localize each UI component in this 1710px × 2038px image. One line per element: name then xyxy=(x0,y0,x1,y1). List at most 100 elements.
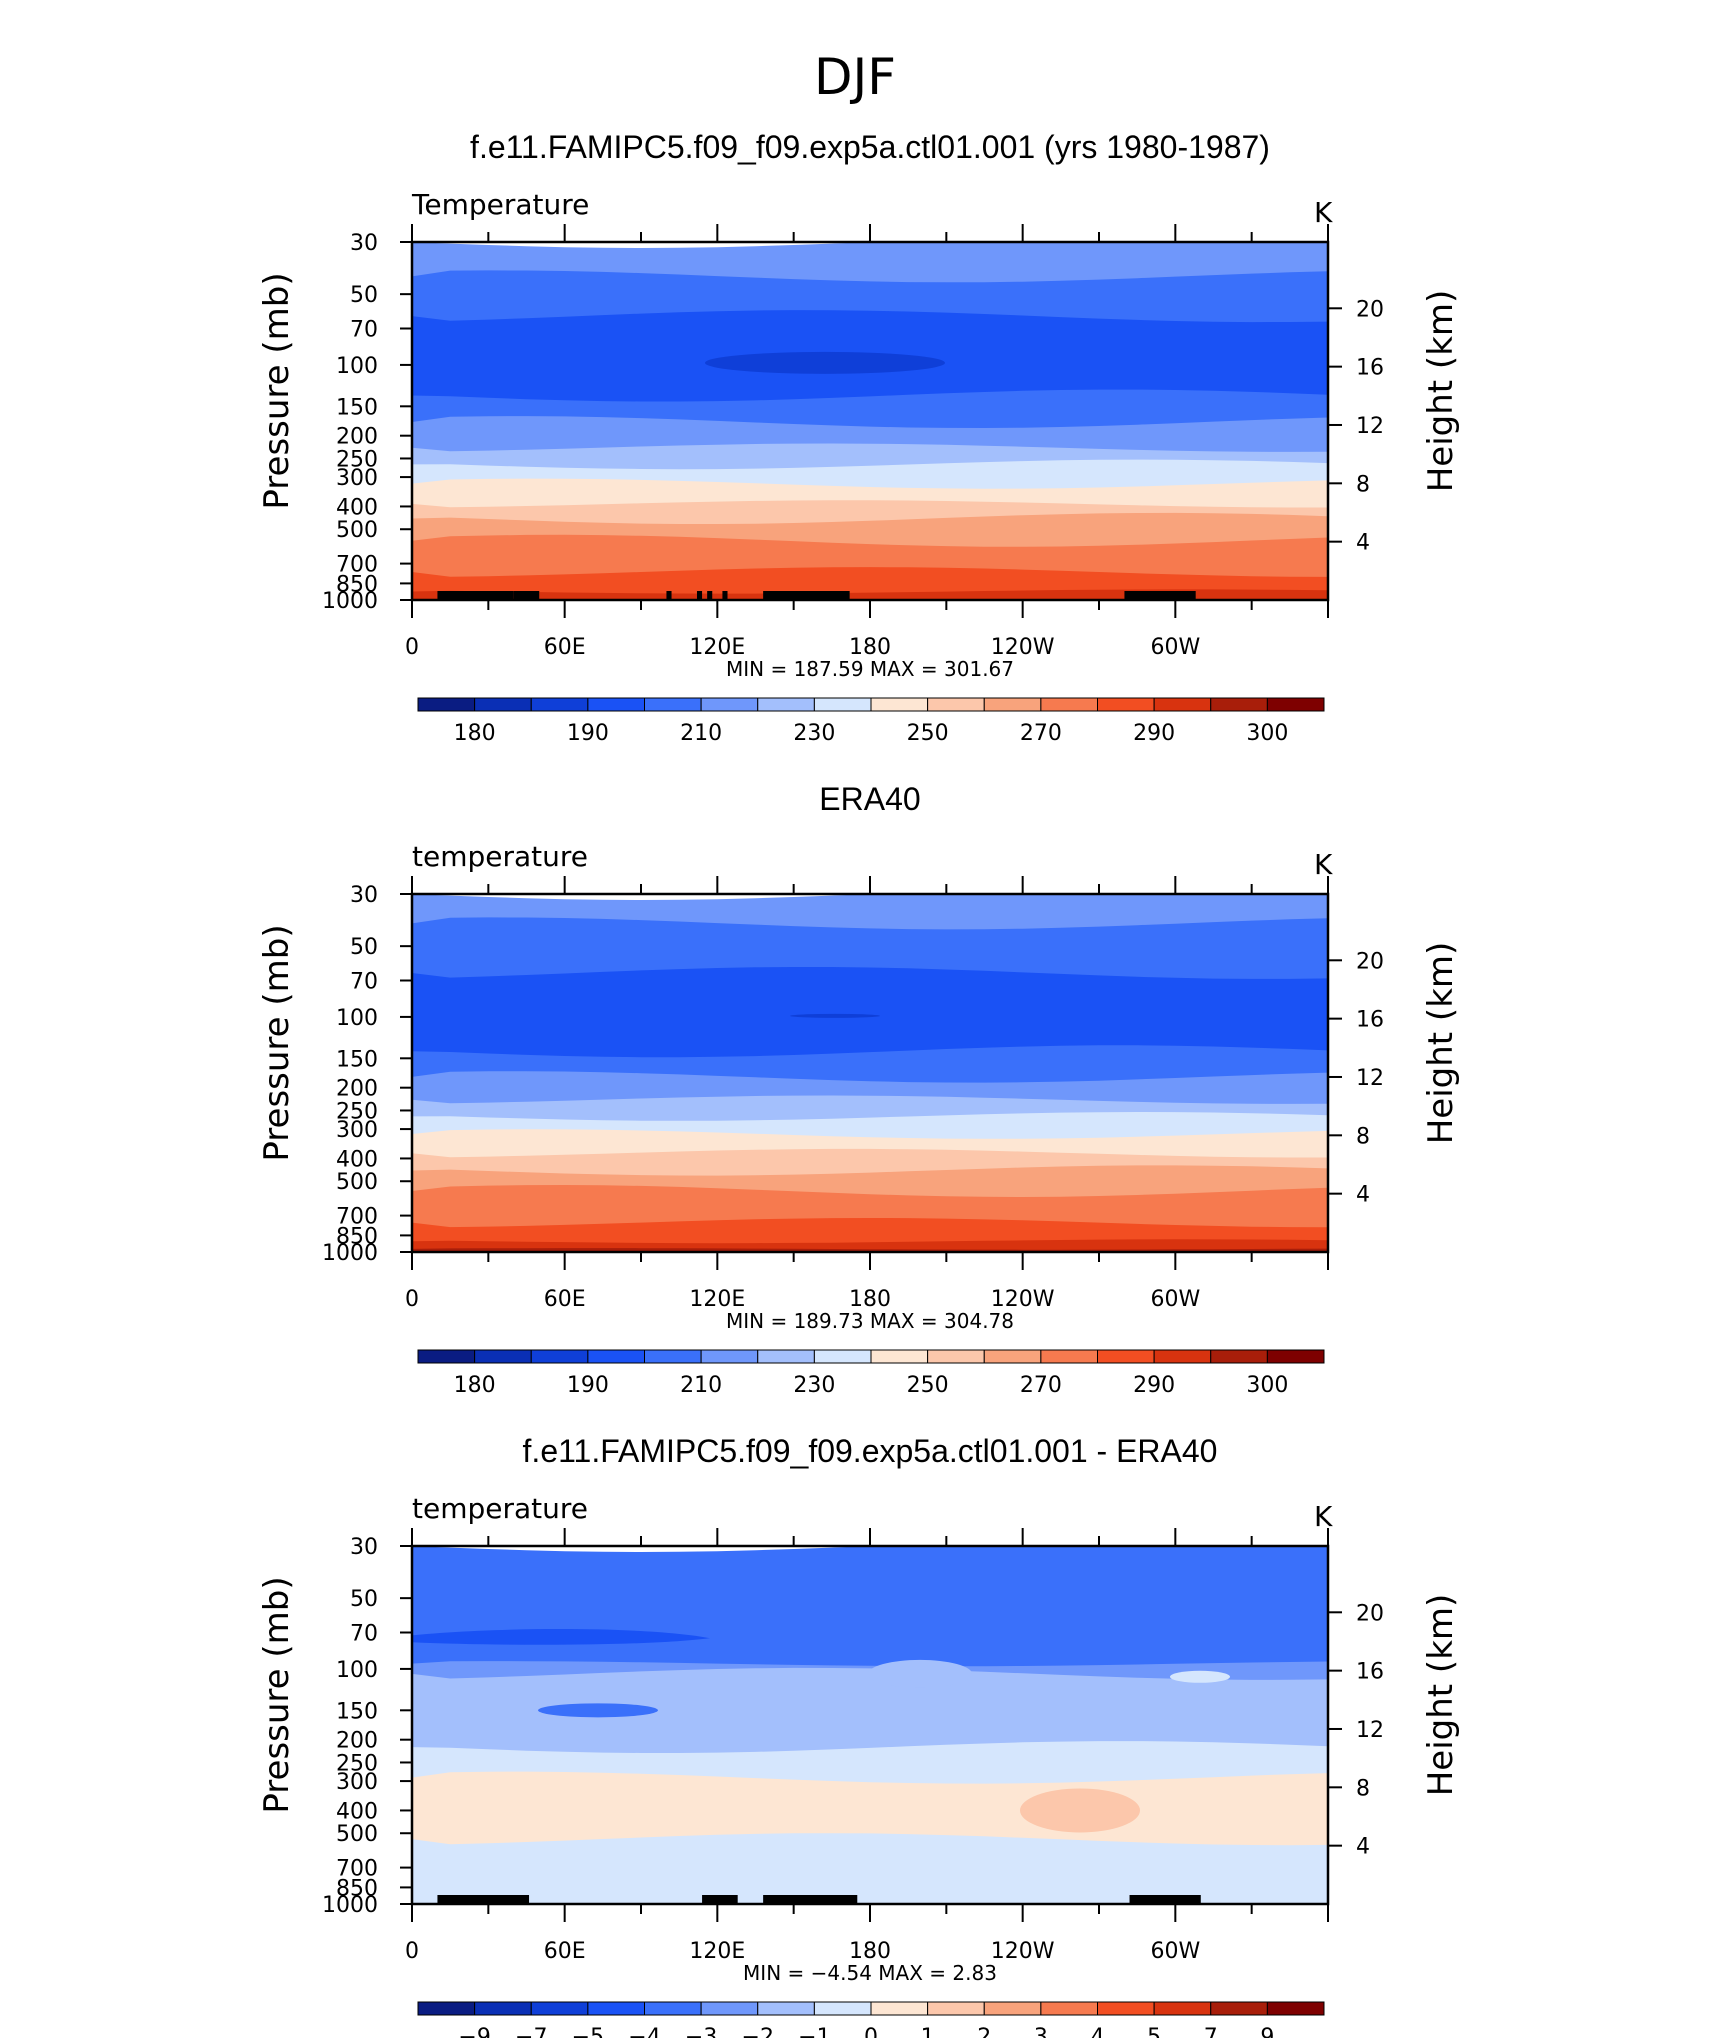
x-tick-label: 120E xyxy=(689,1939,745,1964)
colorbar-swatch xyxy=(1040,1349,1098,1364)
x-tick-label: 180 xyxy=(849,1939,891,1964)
contour-band xyxy=(412,589,1328,600)
colorbar-label: 180 xyxy=(454,1373,496,1398)
y-tick-label: 850 xyxy=(336,1876,378,1901)
y-tick-label: 70 xyxy=(350,318,378,343)
contour-blob xyxy=(868,1659,972,1688)
y-tick-label: 50 xyxy=(350,1587,378,1612)
colorbar-label: 3 xyxy=(1034,2025,1048,2038)
height-tick-label: 8 xyxy=(1356,1776,1370,1801)
colorbar-label: 250 xyxy=(907,1373,949,1398)
colorbar-label: −7 xyxy=(515,2025,547,2038)
y-tick-label: 700 xyxy=(336,1205,378,1230)
x-tick-label: 120W xyxy=(991,1287,1055,1312)
y-tick-label: 250 xyxy=(336,1751,378,1776)
colorbar-swatch xyxy=(1210,697,1268,712)
colorbar-label: 4 xyxy=(1091,2025,1105,2038)
terrain-mask xyxy=(1129,1895,1201,1904)
colorbar-swatch xyxy=(1153,2001,1212,2016)
y-tick-label: 100 xyxy=(336,1006,378,1031)
height-tick-label: 12 xyxy=(1356,414,1384,439)
y-tick-label: 50 xyxy=(350,283,378,308)
terrain-mask xyxy=(722,591,728,600)
colorbar-label: 300 xyxy=(1246,1373,1288,1398)
height-tick-label: 4 xyxy=(1356,531,1370,556)
colorbar-label: 230 xyxy=(793,721,835,746)
contour-blob xyxy=(538,1703,658,1718)
x-tick-label: 120W xyxy=(991,635,1055,660)
terrain-mask xyxy=(437,591,514,600)
y-tick-label: 200 xyxy=(336,1077,378,1102)
variable-label: temperature xyxy=(412,840,588,873)
y-tick-label: 1000 xyxy=(322,589,378,614)
panel-2: ERA40 temperature K 0 60E 120E 180 120W 60W 30 50 7… xyxy=(257,781,1461,1398)
height-tick-label: 20 xyxy=(1356,949,1384,974)
y-tick-label: 300 xyxy=(336,466,378,491)
x-tick-label: 60E xyxy=(544,635,586,660)
colorbar-swatch xyxy=(757,1349,815,1364)
colorbar-label: 270 xyxy=(1020,721,1062,746)
terrain-mask xyxy=(483,591,502,600)
y-tick-label: 200 xyxy=(336,425,378,450)
height-tick-label: 20 xyxy=(1356,1601,1384,1626)
colorbar-swatch xyxy=(1097,1349,1155,1364)
y-tick-label: 1000 xyxy=(322,1241,378,1266)
units-label: K xyxy=(1314,848,1333,881)
colorbar-swatch xyxy=(644,1349,702,1364)
figure-title: DJF xyxy=(814,48,896,106)
terrain-mask xyxy=(696,591,703,600)
contour-band xyxy=(412,1833,1328,1904)
min-max-readout: MIN = 189.73 MAX = 304.78 xyxy=(726,1309,1014,1333)
y-tick-label: 400 xyxy=(336,495,378,520)
colorbar-swatch xyxy=(1266,697,1325,712)
y-tick-label: 1000 xyxy=(322,1893,378,1918)
colorbar-swatch xyxy=(644,697,702,712)
contour-blob xyxy=(705,351,945,374)
y-tick-label: 300 xyxy=(336,1118,378,1143)
y-tick-label: 700 xyxy=(336,1857,378,1882)
colorbar-swatch xyxy=(474,697,532,712)
colorbar-swatch xyxy=(983,1349,1042,1364)
colorbar-label: 210 xyxy=(680,1373,722,1398)
y-axis-label: Pressure (mb) xyxy=(257,924,297,1161)
height-tick-label: 16 xyxy=(1356,356,1384,381)
colorbar-label: 5 xyxy=(1147,2025,1161,2038)
y-tick-label: 250 xyxy=(336,447,378,472)
colorbar-swatch xyxy=(1097,2001,1155,2016)
y-tick-label: 250 xyxy=(336,1099,378,1124)
colorbar-swatch xyxy=(813,697,872,712)
y-tick-label: 700 xyxy=(336,553,378,578)
colorbar-swatch xyxy=(870,1349,929,1364)
y-tick-label: 30 xyxy=(350,231,378,256)
y-tick-label: 70 xyxy=(350,970,378,995)
y-axis-label-right: Height (km) xyxy=(1421,942,1461,1145)
panel-title: f.e11.FAMIPC5.f09_f09.exp5a.ctl01.001 - … xyxy=(523,1433,1218,1469)
y-tick-label: 300 xyxy=(336,1770,378,1795)
colorbar-swatch xyxy=(1153,697,1212,712)
x-tick-label: 0 xyxy=(405,1939,419,1964)
y-tick-label: 850 xyxy=(336,572,378,597)
colorbar-label: −2 xyxy=(742,2025,774,2038)
y-tick-label: 70 xyxy=(350,1622,378,1647)
colorbar-label: 270 xyxy=(1020,1373,1062,1398)
y-axis-label-right: Height (km) xyxy=(1421,1594,1461,1797)
y-axis-label: Pressure (mb) xyxy=(257,1576,297,1813)
height-tick-label: 12 xyxy=(1356,1066,1384,1091)
contour-blob xyxy=(1170,1670,1230,1683)
colorbar: 180 190 210 230 250 270 290 300 xyxy=(417,697,1325,746)
units-label: K xyxy=(1314,196,1333,229)
y-tick-label: 30 xyxy=(350,883,378,908)
colorbar-swatch xyxy=(644,2001,702,2016)
colorbar-swatch xyxy=(927,1349,985,1364)
y-tick-label: 150 xyxy=(336,1047,378,1072)
terrain-mask xyxy=(513,591,540,600)
colorbar-label: 290 xyxy=(1133,1373,1175,1398)
colorbar-swatch xyxy=(927,2001,985,2016)
terrain-mask xyxy=(702,1895,738,1904)
colorbar-label: 190 xyxy=(567,1373,609,1398)
x-tick-label: 0 xyxy=(405,635,419,660)
colorbar-label: −5 xyxy=(572,2025,604,2038)
height-tick-label: 16 xyxy=(1356,1660,1384,1685)
colorbar-label: 0 xyxy=(864,2025,878,2038)
y-tick-label: 150 xyxy=(336,395,378,420)
